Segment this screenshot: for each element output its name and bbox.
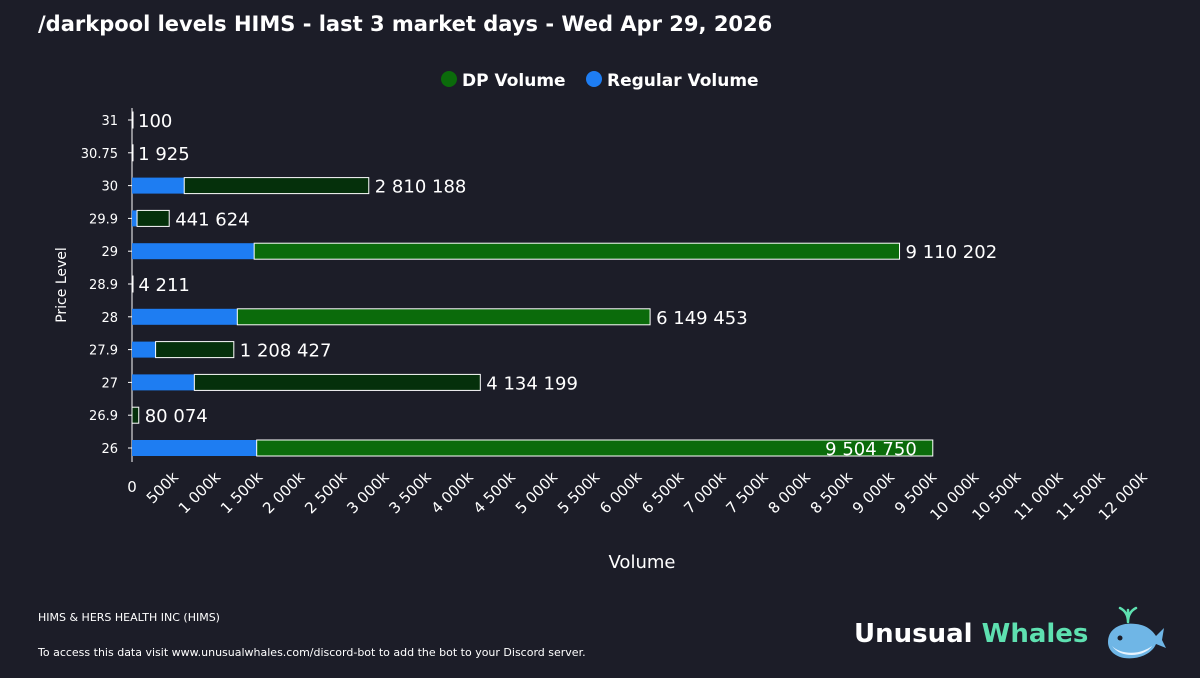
bar-regular-volume [132, 243, 255, 260]
bar-dp-volume [183, 177, 370, 195]
bar-dp-volume [256, 439, 934, 457]
x-tick-label: 7 000k [680, 468, 729, 517]
x-tick-label: 3 500k [385, 468, 434, 517]
bar-dp-volume [131, 406, 140, 424]
y-tick-label: 30.75 [81, 147, 118, 162]
brand-logo: Unusual Whales [852, 600, 1172, 666]
footer-company: HIMS & HERS HEALTH INC (HIMS) [38, 611, 220, 624]
bar-dp-volume [253, 242, 901, 260]
bar-dp-volume [193, 373, 481, 391]
bar-value-label: 1 925 [138, 144, 190, 165]
y-tick-label: 31 [101, 114, 118, 129]
bar-value-label: 80 074 [145, 406, 208, 427]
legend-dp-marker [441, 71, 457, 87]
y-tick-label: 30 [101, 180, 118, 195]
x-tick-label: 0 [127, 478, 137, 496]
brand-word-1: Unusual [854, 619, 973, 649]
chart: DP Volume Regular Volume 100 1 925 2 810 1… [54, 71, 1151, 573]
bar-value-label: 9 110 202 [906, 242, 998, 263]
bar-value-label: 2 810 188 [375, 177, 467, 198]
y-tick-label: 29.9 [89, 212, 118, 227]
bar-regular-volume [132, 308, 238, 325]
x-tick-label: 5 000k [512, 468, 561, 517]
legend-regular-label: Regular Volume [607, 71, 759, 91]
y-tick-label: 28.9 [89, 278, 118, 293]
x-axis-title: Volume [609, 552, 676, 573]
page-title: /darkpool levels HIMS - last 3 market da… [38, 12, 773, 36]
x-tick-label: 6 000k [596, 468, 645, 517]
chart-legend: DP Volume Regular Volume [441, 71, 759, 91]
bar-value-label: 4 134 199 [486, 373, 578, 394]
x-tick-label: 4 000k [428, 468, 477, 517]
bar-regular-volume [132, 374, 195, 391]
x-tick-label: 6 500k [638, 468, 687, 517]
bar-regular-volume [132, 210, 138, 227]
bar-value-label: 1 208 427 [240, 341, 332, 362]
x-tick-label: 7 500k [722, 468, 771, 517]
y-tick-label: 26 [101, 442, 118, 457]
bar-value-label: 9 504 750 [825, 439, 917, 460]
y-tick-label: 27.9 [89, 344, 118, 359]
bar-value-label: 6 149 453 [656, 308, 748, 329]
bar-regular-volume [132, 177, 185, 194]
y-axis-title: Price Level [54, 247, 70, 323]
bar-value-label: 4 211 [138, 275, 190, 296]
legend-regular-marker [586, 71, 602, 87]
x-tick-label: 1 000k [175, 468, 224, 517]
x-tick-label: 500k [143, 468, 182, 507]
legend-dp-label: DP Volume [462, 71, 566, 91]
bar-regular-volume [132, 341, 156, 358]
bar-dp-volume [131, 275, 134, 293]
x-tick-label: 9 000k [849, 468, 898, 517]
brand-text: Unusual Whales [854, 619, 1088, 649]
bar-dp-volume [236, 308, 651, 326]
bar-value-label: 441 624 [175, 209, 249, 230]
y-tick-label: 26.9 [89, 409, 118, 424]
bar-dp-volume [131, 144, 134, 162]
x-tick-label: 3 000k [343, 468, 392, 517]
bars-group: 100 1 925 2 810 188 441 624 9 110 202 4 211 6 … [128, 111, 997, 460]
bar-dp-volume [131, 111, 134, 129]
y-tick-label: 28 [101, 311, 118, 326]
x-tick-label: 2 500k [301, 468, 350, 517]
whale-icon [1108, 606, 1166, 659]
x-tick-label: 4 500k [470, 468, 519, 517]
y-tick-labels: 31 30.75 30 29.9 29 28.9 28 27.9 27 26.9 26 [81, 114, 118, 457]
y-tick-label: 27 [101, 376, 118, 391]
x-tick-label: 1 500k [217, 468, 266, 517]
bar-value-label: 100 [138, 111, 172, 132]
bar-regular-volume [132, 440, 257, 456]
bar-dp-volume [136, 209, 170, 227]
footer-note: To access this data visit www.unusualwha… [38, 646, 586, 659]
x-tick-label: 5 500k [554, 468, 603, 517]
x-tick-label: 8 000k [765, 468, 814, 517]
y-tick-label: 29 [101, 245, 118, 260]
x-tick-label: 2 000k [259, 468, 308, 517]
x-tick-label: 8 500k [807, 468, 856, 517]
brand-word-2: Whales [981, 619, 1089, 649]
bar-dp-volume [155, 341, 235, 359]
